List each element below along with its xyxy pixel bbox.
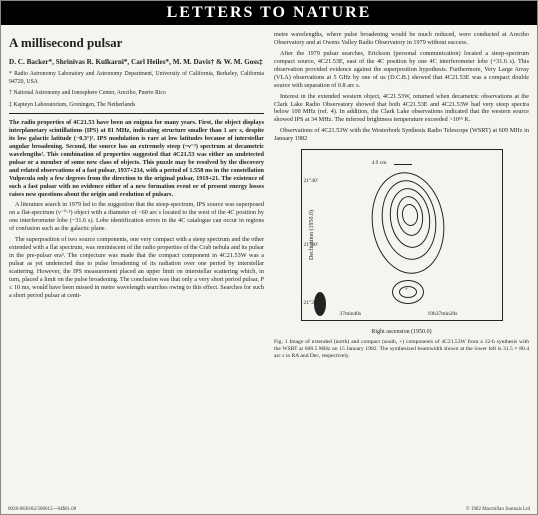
affiliation: ‡ Kapteyn Laboratorium, Groningen, The N… [9,102,264,110]
x-axis-label: Right ascension (1950.0) [371,329,431,337]
journal-banner: LETTERS TO NATURE [1,1,537,25]
article-title: A millisecond pulsar [9,35,264,52]
body-paragraph: The superposition of two source componen… [9,236,264,300]
leader-line [394,164,412,165]
beam-ellipse [314,292,326,316]
left-column: A millisecond pulsar D. C. Backer*, Shri… [9,31,264,364]
author-list: D. C. Backer*, Shrinivas R. Kulkarni*, C… [9,58,264,67]
body-paragraph: After the 1979 pulsar searches, Erickson… [274,50,529,90]
body-paragraph: metre wavelengths, where pulse broadenin… [274,31,529,47]
page-footer: 0028-0836/82/500615—04$01.00 © 1982 Macm… [8,507,530,512]
figure-caption: Fig. 1 Image of extended (north) and com… [274,339,529,360]
page-content: A millisecond pulsar D. C. Backer*, Shri… [1,25,537,366]
y-tick-label: 21°40' [304,178,318,185]
body-paragraph: Observations of 4C21.53W with the Wester… [274,127,529,143]
body-paragraph: Interest in the extended western object,… [274,93,529,125]
footer-left: 0028-0836/82/500615—04$01.00 [8,507,76,512]
x-tick-label: 19h37min20s [428,311,458,318]
body-paragraph: A literature search in 1979 led to the s… [9,201,264,233]
affiliation: * Radio Astronomy Laboratory and Astrono… [9,71,264,86]
figure-1: 4.9 cm 21°40' 21°30' 21°20' 37min40s 19h… [274,149,529,360]
footer-right: © 1982 Macmillan Journals Ltd [466,507,530,512]
abstract-text: The radio properties of 4C21.53 have bee… [9,119,264,198]
right-column: metre wavelengths, where pulse broadenin… [274,31,529,364]
figure-callout: 4.9 cm [372,160,387,167]
cross-marker: + [405,287,408,295]
y-axis-label: Declination (1950.0) [309,210,317,260]
x-tick-label: 37min40s [340,311,362,318]
divider [9,113,264,114]
affiliation: † National Astronomy and Ionosphere Cent… [9,90,264,98]
contour-map: 4.9 cm 21°40' 21°30' 21°20' 37min40s 19h… [301,149,503,321]
